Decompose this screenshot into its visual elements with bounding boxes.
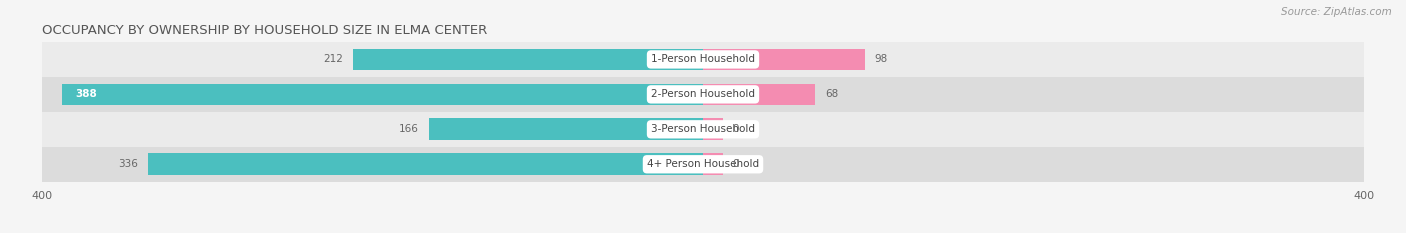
Text: 1-Person Household: 1-Person Household: [651, 55, 755, 64]
Text: 3-Person Household: 3-Person Household: [651, 124, 755, 134]
Text: Source: ZipAtlas.com: Source: ZipAtlas.com: [1281, 7, 1392, 17]
Text: 166: 166: [399, 124, 419, 134]
Text: 388: 388: [76, 89, 97, 99]
Text: 0: 0: [733, 124, 740, 134]
Bar: [42, 147, 1364, 182]
Bar: [429, 118, 703, 140]
Text: OCCUPANCY BY OWNERSHIP BY HOUSEHOLD SIZE IN ELMA CENTER: OCCUPANCY BY OWNERSHIP BY HOUSEHOLD SIZE…: [42, 24, 488, 37]
Text: 2-Person Household: 2-Person Household: [651, 89, 755, 99]
Bar: [62, 84, 703, 105]
Text: 98: 98: [875, 55, 889, 64]
Bar: [703, 118, 723, 140]
Bar: [703, 49, 865, 70]
Bar: [42, 77, 1364, 112]
Text: 68: 68: [825, 89, 838, 99]
Bar: [42, 112, 1364, 147]
Bar: [703, 154, 723, 175]
Text: 0: 0: [733, 159, 740, 169]
Bar: [353, 49, 703, 70]
Bar: [148, 154, 703, 175]
Text: 4+ Person Household: 4+ Person Household: [647, 159, 759, 169]
Bar: [42, 42, 1364, 77]
Text: 212: 212: [323, 55, 343, 64]
Text: 336: 336: [118, 159, 138, 169]
Bar: [703, 84, 815, 105]
